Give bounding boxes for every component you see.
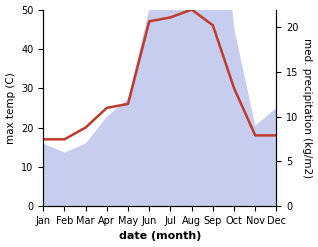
- Y-axis label: med. precipitation (kg/m2): med. precipitation (kg/m2): [302, 38, 313, 178]
- X-axis label: date (month): date (month): [119, 231, 201, 242]
- Y-axis label: max temp (C): max temp (C): [5, 72, 16, 144]
